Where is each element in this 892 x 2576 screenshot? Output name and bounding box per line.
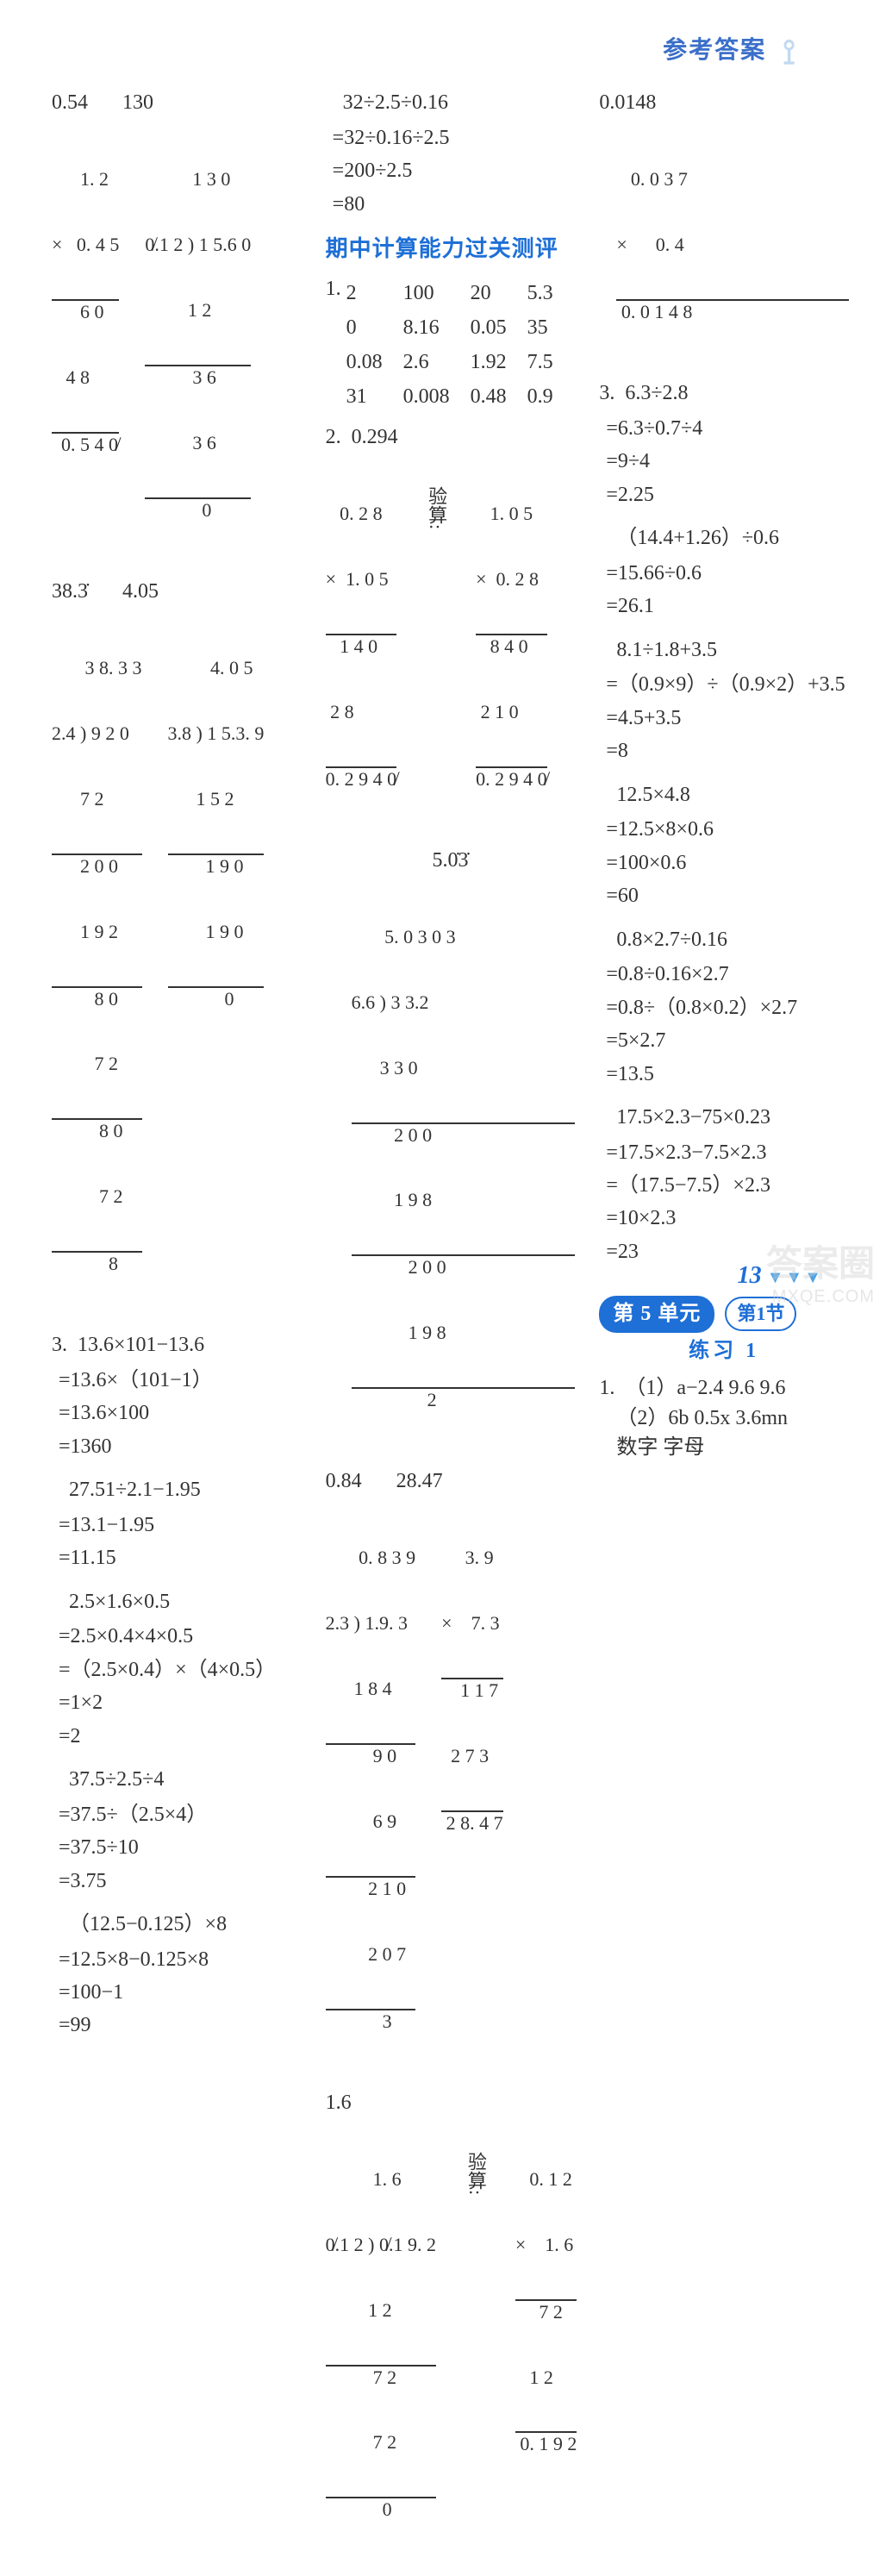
c1-q3: 3. 13.6×101−13.6 <box>52 1330 302 1360</box>
div-405: 4. 0 5 3.8 ) 1 5.3. 9 1 5 2 1 9 0 1 9 0 … <box>168 614 265 1054</box>
content-columns: 0.54 130 1. 2 × 0. 4 5 6 0 4 8 0. 5 4 0̸… <box>52 88 849 2576</box>
c2-q1-grid: 2100205.3 08.160.0535 0.082.61.927.5 310… <box>346 278 553 412</box>
c2-vertical-pair-4: 1. 6 0̸.1 2 ) 0̸.1 9. 2 1 2 7 2 7 2 0 验算… <box>326 2117 576 2576</box>
c2-ptop-title: 32÷2.5÷0.16 <box>343 88 576 118</box>
mult-0148: 0. 0 3 7 × 0. 4 0. 0 1 4 8 <box>616 125 849 366</box>
c1-p4-steps: =37.5÷（2.5×4） =37.5÷10 =3.75 <box>59 1798 302 1898</box>
ans-0148: 0.0148 <box>599 88 849 118</box>
ans-383: 38.3̇ <box>52 577 88 607</box>
c3-pq1-row1: （1）a−2.4 9.6 9.6 <box>625 1377 785 1399</box>
ans-16: 1.6 <box>326 2088 576 2118</box>
c1-p1-title: 13.6×101−13.6 <box>78 1334 204 1356</box>
watermark-big: 答案圈 <box>766 1235 875 1287</box>
mult-054: 1. 2 × 0. 4 5 6 0 4 8 0. 5 4 0̸ <box>52 125 119 499</box>
c1-p2-steps: =13.1−1.95 =11.15 <box>59 1509 302 1575</box>
ans-503: 5.0̇3̇ <box>326 846 576 876</box>
mult-0294a: 0. 2 8 × 1. 0 5 1 4 0 2 8 0. 2 9 4 0̸ <box>326 459 397 833</box>
c1-p4-title: 37.5÷2.5÷4 <box>69 1765 302 1795</box>
div-084: 0. 8 3 9 2.3 ) 1.9. 3 1 8 4 9 0 6 9 2 1 … <box>326 1504 416 2076</box>
c1-mid-answers: 38.3̇ 4.05 <box>52 577 302 607</box>
c3-p1-title: 6.3÷2.8 <box>625 382 688 404</box>
column-2: 32÷2.5÷0.16 =32÷0.16÷2.5 =200÷2.5 =80 期中… <box>326 88 576 2576</box>
practice-label: 练习 1 <box>599 1336 849 1366</box>
c3-p3-title: 8.1÷1.8+3.5 <box>616 635 849 666</box>
ans-084: 0.84 <box>326 1466 362 1497</box>
c1-p2-title: 27.51÷2.1−1.95 <box>69 1475 302 1505</box>
unit-pill: 第 5 单元 <box>599 1296 714 1333</box>
page-header: 参考答案 ⟟ <box>52 26 849 83</box>
div-130: 1 3 0 0̸.1 2 ) 1 5.6 0 1 2 3 6 3 6 0 <box>145 125 251 565</box>
c3-p5-title: 0.8×2.7÷0.16 <box>616 925 849 955</box>
c2-q2-first: 0.294 <box>352 426 398 448</box>
mult-2847: 3. 9 × 7. 3 1 1 7 2 7 3 2 8. 4 7 <box>441 1504 503 1878</box>
c3-p5-steps: =0.8÷0.16×2.7 =0.8÷（0.8×0.2）×2.7 =5×2.7 … <box>606 958 849 1091</box>
c3-p1-steps: =6.3÷0.7÷4 =9÷4 =2.25 <box>606 412 849 511</box>
c1-p1-steps: =13.6×（101−1） =13.6×100 =1360 <box>59 1364 302 1463</box>
watermark-small: MXQE.COM <box>766 1287 875 1307</box>
q3-number: 3. <box>52 1334 67 1356</box>
c3-pq1-row2: （2）6b 0.5x 3.6mn <box>616 1404 849 1434</box>
c2-q2-number: 2. <box>326 426 341 448</box>
ans-130: 130 <box>122 88 153 118</box>
mult-0192: 0. 1 2 × 1. 6 7 2 1 2 0. 1 9 2 <box>515 2124 577 2498</box>
c3-p2-title: （14.4+1.26）÷0.6 <box>616 523 849 553</box>
c3-q3: 3. 6.3÷2.8 <box>599 378 849 409</box>
c3-pq1-row3: 数字 字母 <box>616 1433 849 1463</box>
ans-2847: 28.47 <box>396 1466 443 1497</box>
c3-practice-q1: 1. （1）a−2.4 9.6 9.6 <box>599 1373 849 1404</box>
verify-label: 验算: <box>422 452 450 529</box>
c2-vertical-pair-3: 0. 8 3 9 2.3 ) 1.9. 3 1 8 4 9 0 6 9 2 1 … <box>326 1497 576 2088</box>
watermark: 答案圈 MXQE.COM <box>766 1235 875 1307</box>
div-383: 3 8. 3 3 2.4 ) 9 2 0 7 2 2 0 0 1 9 2 8 0… <box>52 614 142 1319</box>
c3-p4-steps: =12.5×8×0.6 =100×0.6 =60 <box>606 813 849 912</box>
c3-p2-steps: =15.66÷0.6 =26.1 <box>606 557 849 623</box>
c2-q2: 2. 0.294 <box>326 422 576 453</box>
c1-vertical-pair-2: 3 8. 3 3 2.4 ) 9 2 0 7 2 2 0 0 1 9 2 8 0… <box>52 607 302 1331</box>
c2-mult-pair: 0. 2 8 × 1. 0 5 1 4 0 2 8 0. 2 9 4 0̸ 验算… <box>326 452 576 845</box>
c3-p4-title: 12.5×4.8 <box>616 780 849 810</box>
page: 参考答案 ⟟ 0.54 130 1. 2 × 0. 4 5 6 0 4 8 0.… <box>0 0 892 1324</box>
compass-icon: ⟟ <box>783 32 797 72</box>
verify-label-2: 验算: <box>462 2117 490 2195</box>
c1-p5-title: （12.5−0.125）×8 <box>69 1910 302 1940</box>
c2-ptop-steps: =32÷0.16÷2.5 =200÷2.5 =80 <box>333 122 576 221</box>
c3-pq1-number: 1. <box>599 1377 614 1399</box>
c2-q1-number: 1. <box>326 274 341 417</box>
mult-0294b: 1. 0 5 × 0. 2 8 8 4 0 2 1 0 0. 2 9 4 0̸ <box>476 459 547 833</box>
c2-q1: 1. 2100205.3 08.160.0535 0.082.61.927.5 … <box>326 274 576 417</box>
column-3: 0.0148 0. 0 3 7 × 0. 4 0. 0 1 4 8 3. 6.3… <box>599 88 849 2576</box>
ans-054: 0.54 <box>52 88 88 118</box>
ans-405: 4.05 <box>122 577 159 607</box>
c1-top-answers: 0.54 130 <box>52 88 302 118</box>
div-503: 5. 0 3 0 3 6.6 ) 3 3.2 3 3 0 2 0 0 1 9 8… <box>352 882 576 1454</box>
header-title: 参考答案 <box>663 37 766 64</box>
column-1: 0.54 130 1. 2 × 0. 4 5 6 0 4 8 0. 5 4 0̸… <box>52 88 302 2576</box>
c3-p3-steps: =（0.9×9）÷（0.9×2）+3.5 =4.5+3.5 =8 <box>606 668 849 767</box>
c2-row3-ans: 0.84 28.47 <box>326 1466 576 1497</box>
c1-p5-steps: =12.5×8−0.125×8 =100−1 =99 <box>59 1943 302 2042</box>
c1-p3-title: 2.5×1.6×0.5 <box>69 1587 302 1617</box>
c3-p6-title: 17.5×2.3−75×0.23 <box>616 1103 849 1133</box>
div-16: 1. 6 0̸.1 2 ) 0̸.1 9. 2 1 2 7 2 7 2 0 <box>326 2124 436 2564</box>
c1-vertical-pair-1: 1. 2 × 0. 4 5 6 0 4 8 0. 5 4 0̸ 1 3 0 0̸… <box>52 118 302 577</box>
c3-q3-number: 3. <box>599 382 614 404</box>
c1-p3-steps: =2.5×0.4×4×0.5 =（2.5×0.4）×（4×0.5） =1×2 =… <box>59 1620 302 1753</box>
midterm-title: 期中计算能力过关测评 <box>326 233 576 266</box>
